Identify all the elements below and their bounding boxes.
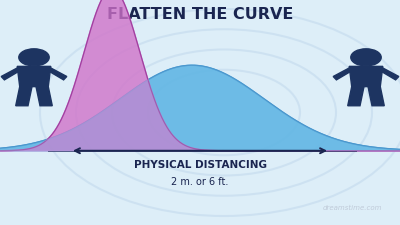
Polygon shape xyxy=(348,87,364,106)
Text: 2 m. or 6 ft.: 2 m. or 6 ft. xyxy=(171,177,229,187)
Text: PHYSICAL DISTANCING: PHYSICAL DISTANCING xyxy=(134,160,266,170)
Text: dreamstime.com: dreamstime.com xyxy=(322,205,382,212)
Polygon shape xyxy=(380,68,399,80)
Polygon shape xyxy=(1,68,20,80)
Polygon shape xyxy=(16,87,32,106)
Circle shape xyxy=(351,49,381,66)
Polygon shape xyxy=(0,65,400,151)
Polygon shape xyxy=(349,66,383,87)
Polygon shape xyxy=(0,65,400,151)
Polygon shape xyxy=(0,0,400,151)
Polygon shape xyxy=(36,87,52,106)
Polygon shape xyxy=(17,66,51,87)
Polygon shape xyxy=(333,68,352,80)
Polygon shape xyxy=(368,87,384,106)
Polygon shape xyxy=(48,68,67,80)
Circle shape xyxy=(19,49,49,66)
Text: FLATTEN THE CURVE: FLATTEN THE CURVE xyxy=(107,7,293,22)
